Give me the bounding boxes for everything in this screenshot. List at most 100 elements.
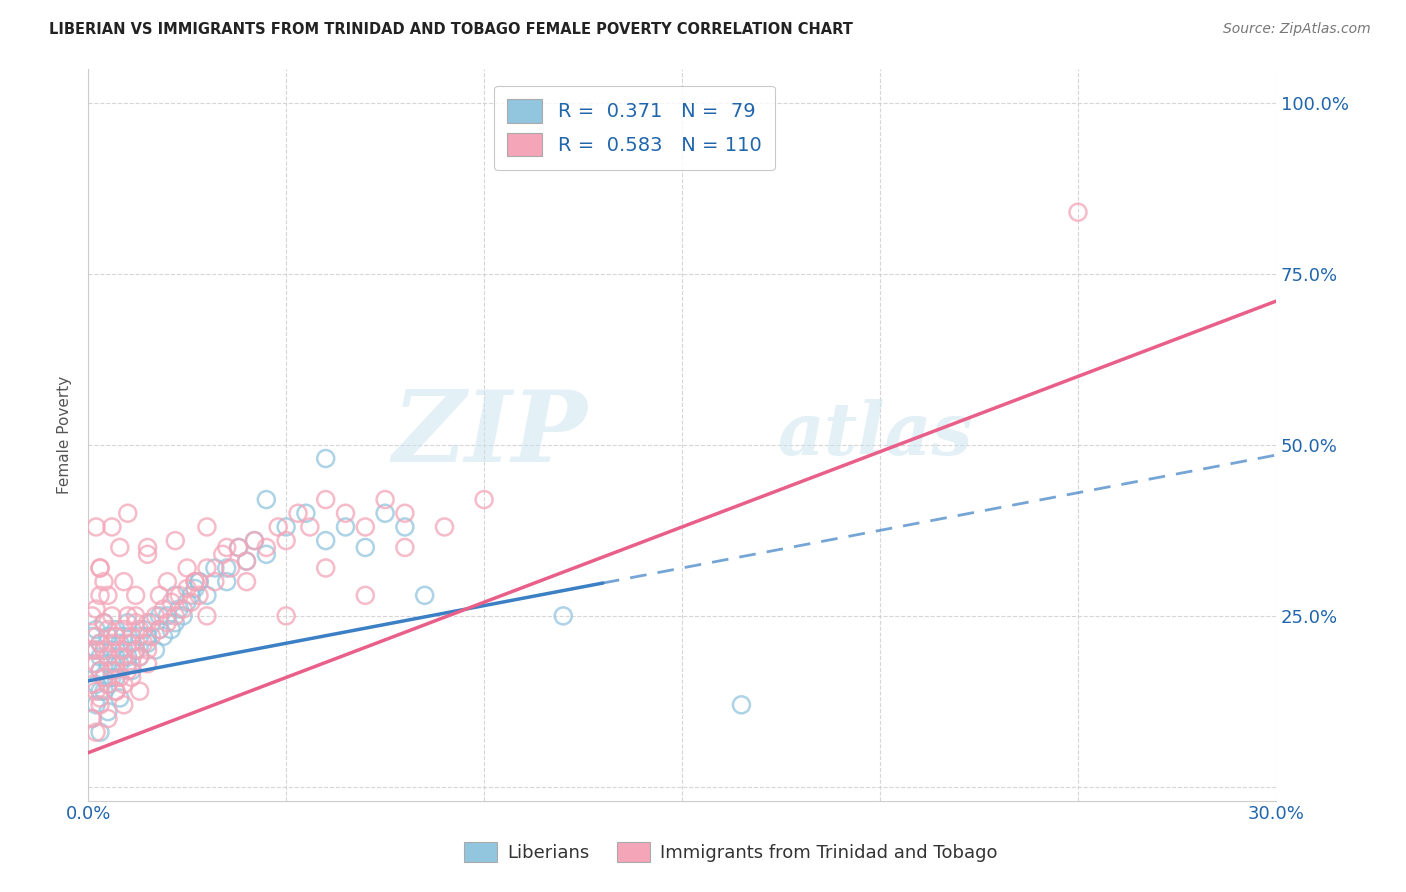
Point <box>204 574 226 589</box>
Point <box>108 636 131 650</box>
Point <box>195 561 218 575</box>
Point <box>167 602 190 616</box>
Point <box>136 643 159 657</box>
Point <box>97 649 120 664</box>
Point <box>128 684 150 698</box>
Point <box>128 649 150 664</box>
Point <box>104 657 127 671</box>
Point <box>117 608 139 623</box>
Point <box>84 657 107 671</box>
Point <box>204 561 226 575</box>
Point <box>112 649 135 664</box>
Point <box>101 520 124 534</box>
Point <box>121 670 143 684</box>
Point <box>89 698 111 712</box>
Point <box>184 574 207 589</box>
Point <box>121 636 143 650</box>
Point <box>165 615 187 630</box>
Point <box>117 636 139 650</box>
Point <box>97 677 120 691</box>
Point <box>1067 205 1090 219</box>
Point <box>315 533 337 548</box>
Text: ZIP: ZIP <box>392 386 588 483</box>
Point <box>413 588 436 602</box>
Point <box>274 608 297 623</box>
Point <box>112 623 135 637</box>
Point <box>124 643 146 657</box>
Point <box>148 623 170 637</box>
Point <box>160 595 183 609</box>
Point <box>112 698 135 712</box>
Point <box>152 602 174 616</box>
Point <box>228 541 250 555</box>
Point <box>374 506 396 520</box>
Point <box>117 615 139 630</box>
Point <box>117 664 139 678</box>
Point <box>89 561 111 575</box>
Point <box>354 588 377 602</box>
Point <box>165 588 187 602</box>
Point <box>104 684 127 698</box>
Point <box>295 506 318 520</box>
Point <box>104 684 127 698</box>
Point <box>156 615 179 630</box>
Point <box>152 629 174 643</box>
Point <box>172 608 194 623</box>
Point <box>84 643 107 657</box>
Point <box>354 541 377 555</box>
Point <box>235 554 257 568</box>
Legend: R =  0.371   N =  79, R =  0.583   N = 110: R = 0.371 N = 79, R = 0.583 N = 110 <box>494 86 775 170</box>
Text: atlas: atlas <box>778 399 973 470</box>
Point <box>93 615 115 630</box>
Point <box>82 629 104 643</box>
Point <box>117 506 139 520</box>
Point <box>195 588 218 602</box>
Point <box>108 643 131 657</box>
Point <box>112 629 135 643</box>
Point <box>287 506 309 520</box>
Point <box>84 677 107 691</box>
Point <box>243 533 266 548</box>
Point <box>124 643 146 657</box>
Point <box>136 629 159 643</box>
Point <box>101 608 124 623</box>
Point <box>101 643 124 657</box>
Point <box>136 541 159 555</box>
Point <box>433 520 456 534</box>
Point <box>82 712 104 726</box>
Point <box>184 582 207 596</box>
Point <box>97 705 120 719</box>
Point <box>254 492 277 507</box>
Point <box>121 657 143 671</box>
Point <box>97 712 120 726</box>
Point <box>101 670 124 684</box>
Point <box>172 602 194 616</box>
Point <box>108 670 131 684</box>
Point <box>195 520 218 534</box>
Point <box>176 595 198 609</box>
Point <box>195 608 218 623</box>
Point <box>160 623 183 637</box>
Point <box>394 541 416 555</box>
Point <box>104 629 127 643</box>
Point <box>141 615 163 630</box>
Point <box>374 492 396 507</box>
Point <box>394 520 416 534</box>
Point <box>84 698 107 712</box>
Point <box>101 636 124 650</box>
Point <box>132 623 155 637</box>
Point <box>124 608 146 623</box>
Point <box>298 520 321 534</box>
Point <box>136 615 159 630</box>
Point <box>335 506 357 520</box>
Point <box>254 541 277 555</box>
Point <box>97 657 120 671</box>
Point <box>93 670 115 684</box>
Point <box>553 608 575 623</box>
Point <box>93 643 115 657</box>
Point <box>84 725 107 739</box>
Point <box>97 677 120 691</box>
Point <box>82 712 104 726</box>
Point <box>89 636 111 650</box>
Point <box>101 664 124 678</box>
